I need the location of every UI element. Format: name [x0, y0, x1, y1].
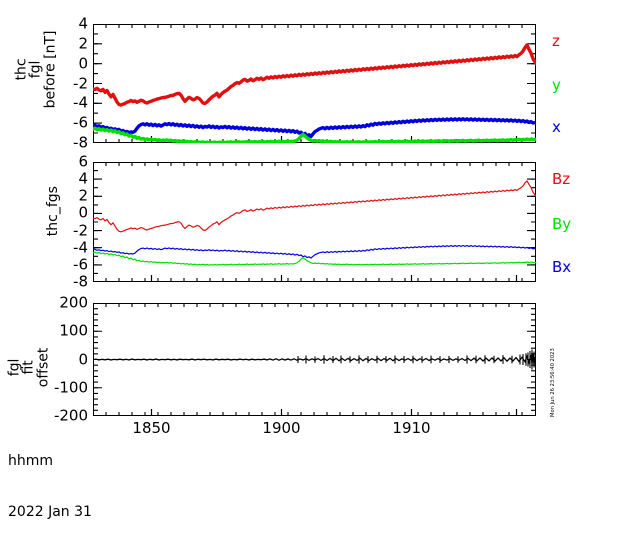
panel3-ytick-100: 100 [59, 321, 88, 340]
panel3-ytick-200: 200 [59, 293, 88, 312]
panel3-xtick-1900: 1900 [262, 419, 301, 437]
panel3-series-group [93, 349, 536, 370]
figure-canvas: thc fgl before [nT] 4 2 0 -2 -4 -6 -8 [0, 0, 640, 521]
panel3-plot-area [93, 303, 536, 416]
panel2-ytick-4: 4 [78, 169, 88, 188]
panel3-y-axis-label-line1: fgl [6, 358, 23, 377]
panel2-legend-Bz: Bz [552, 172, 570, 187]
panel2-ticks [93, 162, 536, 282]
panel1-right-major-ticks [527, 24, 536, 143]
panel1-series-y-trace [93, 126, 536, 143]
panel2-left-major-ticks [93, 162, 102, 282]
panel2-legend-By-label: By [552, 215, 572, 233]
panel1-legend-x-label: x [552, 118, 561, 136]
panel1-y-axis-label-line1: thc [13, 58, 30, 81]
panel1-legend-z: z [552, 34, 560, 49]
panel1-legend-z-label: z [552, 32, 560, 50]
panel2-legend-Bz-label: Bz [552, 170, 571, 188]
panel3-ytick-0: 0 [78, 350, 88, 368]
panel3-xtick-1850: 1850 [132, 419, 171, 437]
panel2-legend-By: By [552, 217, 571, 232]
panel2-legend-Bx-label: Bx [552, 258, 572, 276]
panel1-y-axis-label-line2: fgl [27, 60, 44, 79]
axis-date-label: 2022 Jan 31 [8, 504, 92, 521]
panel2-legend-Bx: Bx [552, 260, 571, 275]
panel1-series-z-trace [93, 43, 536, 107]
panel2-series-Bz-trace [93, 180, 536, 233]
panel1-legend-x: x [552, 120, 561, 135]
panel3-ytick-m200: -200 [53, 406, 88, 425]
panel-thc-fgl-before: thc fgl before [nT] 4 2 0 -2 -4 -6 -8 [0, 0, 640, 150]
plot-generation-timestamp-text: Mon Jun 26 23:56:40 2023 [550, 348, 556, 417]
panel2-series-group [93, 180, 536, 266]
panel2-ytick-m2: -2 [73, 221, 88, 240]
panel1-ytick-m2: -2 [73, 74, 88, 92]
panel2-ytick-0: 0 [78, 203, 88, 222]
panel1-ytick-4: 4 [78, 14, 88, 33]
panel1-legend-y-label: y [552, 76, 561, 94]
panel2-ytick-2: 2 [78, 186, 88, 205]
panel2-right-minor-ticks [531, 170, 536, 274]
panel2-top-ticks [105, 162, 523, 166]
panel1-ytick-2: 2 [78, 34, 88, 53]
panel-thc-fgs: thc_fgs 6 4 2 0 -2 -4 -6 -8 [0, 150, 640, 290]
panel3-series-offset-spikes [297, 349, 535, 370]
plot-generation-timestamp: Mon Jun 26 23:56:40 2023 [550, 348, 556, 417]
panel2-ytick-m8: -8 [73, 272, 88, 291]
panel3-xtick-1910: 1910 [392, 419, 431, 437]
panel1-legend-y: y [552, 78, 561, 93]
panel1-ytick-m6: -6 [73, 113, 88, 132]
panel3-bottom-ticks [105, 409, 523, 416]
panel2-plot-area [93, 162, 536, 282]
panel2-ytick-6: 6 [78, 152, 88, 171]
axis-time-caption: hhmm 2022 Jan 31 [8, 419, 92, 556]
panel2-ytick-m6: -6 [73, 255, 88, 274]
panel2-left-minor-ticks [93, 170, 98, 274]
panel1-ytick-m4: -4 [73, 93, 88, 112]
panel3-y-axis-label-line2: fit [20, 360, 37, 375]
panel1-plot-area [93, 24, 536, 143]
panel3-ticks [93, 303, 536, 416]
panel2-series-Bx-trace [93, 244, 536, 259]
panel3-series-offset-trace [93, 353, 536, 366]
panel1-series-group [93, 43, 536, 143]
panel2-series-By-trace [93, 251, 536, 266]
panel1-series-x-trace [93, 117, 536, 139]
panel2-ytick-m4: -4 [73, 238, 88, 257]
panel1-top-ticks [105, 24, 523, 28]
panel1-ytick-0: 0 [78, 54, 88, 73]
panel1-ytick-m8: -8 [73, 133, 88, 152]
panel3-ytick-m100: -100 [53, 378, 88, 397]
panel-fgl-fit-offset: fgl fit offset 200 100 0 -100 -200 [0, 290, 640, 520]
panel2-bottom-ticks [105, 275, 523, 282]
panel3-top-ticks [105, 303, 523, 307]
axis-time-format-label: hhmm [8, 453, 54, 470]
panel1-left-major-ticks [93, 24, 102, 143]
